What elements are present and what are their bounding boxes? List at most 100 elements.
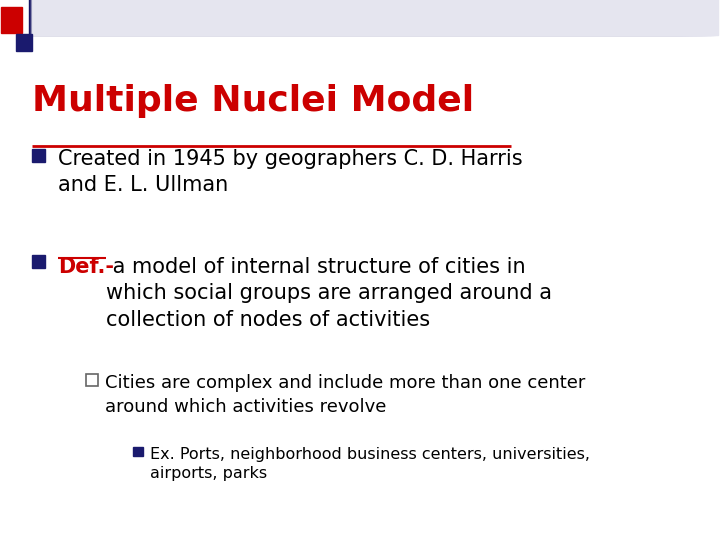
Bar bbox=[33, 0, 605, 35]
Bar bbox=[31, 0, 40, 35]
Bar bbox=[32, 0, 471, 35]
Bar bbox=[33, 0, 630, 35]
Bar bbox=[32, 0, 271, 35]
Bar bbox=[32, 149, 45, 162]
Bar bbox=[32, 0, 289, 35]
Bar bbox=[32, 0, 520, 35]
Bar bbox=[32, 0, 395, 35]
Bar bbox=[31, 0, 61, 35]
Bar bbox=[32, 0, 163, 35]
Bar bbox=[33, 0, 660, 35]
Bar bbox=[32, 0, 148, 35]
Bar bbox=[33, 0, 688, 35]
Bar bbox=[1, 7, 22, 33]
Bar bbox=[32, 0, 416, 35]
Bar bbox=[32, 0, 123, 35]
Bar bbox=[33, 0, 658, 35]
Bar bbox=[32, 0, 287, 35]
Bar bbox=[33, 0, 690, 35]
Bar bbox=[32, 0, 192, 35]
Bar bbox=[32, 0, 324, 35]
Bar bbox=[33, 0, 614, 35]
Bar bbox=[32, 0, 240, 35]
Bar bbox=[32, 0, 515, 35]
Bar bbox=[32, 0, 503, 35]
Bar bbox=[33, 0, 561, 35]
Bar bbox=[32, 0, 513, 35]
Bar bbox=[32, 0, 354, 35]
Bar bbox=[33, 0, 536, 35]
Bar bbox=[32, 0, 220, 35]
Bar bbox=[33, 0, 655, 35]
Bar bbox=[33, 0, 628, 35]
Bar bbox=[32, 0, 169, 35]
Bar bbox=[32, 0, 363, 35]
Bar bbox=[33, 0, 595, 35]
Bar bbox=[32, 0, 430, 35]
Bar bbox=[33, 0, 618, 35]
Bar bbox=[32, 0, 405, 35]
Bar bbox=[32, 0, 330, 35]
Bar bbox=[33, 0, 540, 35]
Bar bbox=[33, 0, 626, 35]
Bar bbox=[33, 0, 568, 35]
Bar bbox=[31, 0, 84, 35]
Bar bbox=[32, 0, 342, 35]
Bar bbox=[33, 0, 642, 35]
Bar bbox=[33, 0, 718, 35]
Bar bbox=[32, 0, 264, 35]
Bar bbox=[33, 0, 589, 35]
Bar bbox=[32, 0, 259, 35]
Bar bbox=[32, 0, 160, 35]
Bar bbox=[33, 0, 526, 35]
Bar bbox=[32, 0, 467, 35]
Bar bbox=[32, 0, 248, 35]
Bar bbox=[32, 0, 298, 35]
Bar bbox=[32, 0, 482, 35]
Bar bbox=[32, 0, 379, 35]
Bar bbox=[32, 0, 186, 35]
Bar bbox=[33, 0, 699, 35]
Bar bbox=[32, 0, 261, 35]
Bar bbox=[33, 0, 582, 35]
Bar bbox=[32, 0, 476, 35]
Bar bbox=[32, 0, 204, 35]
Bar bbox=[32, 0, 400, 35]
Bar bbox=[31, 0, 52, 35]
Bar bbox=[32, 0, 344, 35]
Text: Cities are complex and include more than one center
around which activities revo: Cities are complex and include more than… bbox=[105, 374, 585, 416]
Bar bbox=[32, 0, 135, 35]
Bar bbox=[32, 0, 407, 35]
Bar bbox=[32, 0, 284, 35]
Bar bbox=[32, 0, 478, 35]
Bar bbox=[32, 0, 217, 35]
Bar bbox=[33, 0, 584, 35]
Bar bbox=[32, 0, 317, 35]
Bar bbox=[33, 0, 716, 35]
Text: a model of internal structure of cities in
which social groups are arranged arou: a model of internal structure of cities … bbox=[106, 257, 552, 330]
Bar bbox=[33, 0, 603, 35]
Bar bbox=[32, 0, 524, 35]
Bar bbox=[32, 0, 420, 35]
Bar bbox=[32, 0, 213, 35]
Bar bbox=[32, 0, 459, 35]
Bar bbox=[32, 0, 282, 35]
Bar bbox=[32, 0, 121, 35]
Bar bbox=[31, 0, 42, 35]
Bar bbox=[31, 0, 38, 35]
Bar bbox=[32, 0, 497, 35]
Bar bbox=[33, 0, 644, 35]
Bar bbox=[32, 0, 114, 35]
Bar bbox=[32, 0, 128, 35]
Bar bbox=[32, 0, 347, 35]
Bar bbox=[32, 0, 439, 35]
Bar bbox=[33, 0, 683, 35]
Bar bbox=[32, 0, 246, 35]
Bar bbox=[33, 0, 549, 35]
Bar bbox=[31, 0, 48, 35]
Bar bbox=[32, 0, 372, 35]
Bar bbox=[32, 0, 194, 35]
Bar bbox=[31, 0, 77, 35]
Bar bbox=[32, 0, 307, 35]
Bar bbox=[31, 0, 66, 35]
